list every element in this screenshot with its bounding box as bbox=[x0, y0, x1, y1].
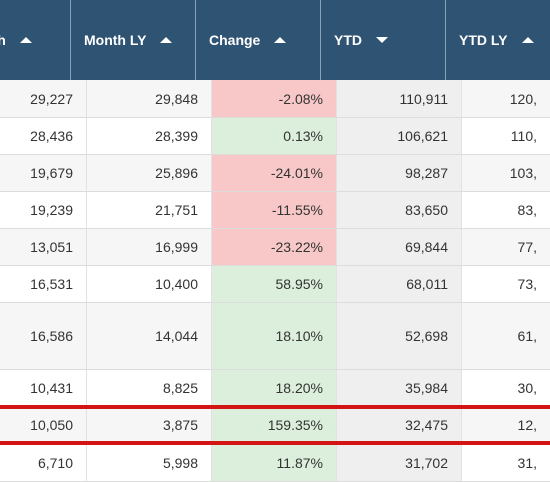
highlight-line-top bbox=[0, 405, 550, 409]
sort-descending-icon bbox=[376, 37, 388, 43]
cell-ytd: 69,844 bbox=[337, 229, 462, 265]
column-header-month-ly[interactable]: Month LY bbox=[71, 0, 196, 80]
table-row[interactable]: 13,051 16,999 -23.22% 69,844 77, bbox=[0, 229, 550, 266]
table-row[interactable]: 28,436 28,399 0.13% 106,621 110, bbox=[0, 118, 550, 155]
cell-ytd: 31,702 bbox=[337, 444, 462, 481]
cell-month: 10,050 bbox=[0, 407, 87, 443]
cell-ytd-ly: 61, bbox=[462, 303, 550, 369]
cell-month: 29,227 bbox=[0, 80, 87, 117]
cell-month-ly: 3,875 bbox=[87, 407, 212, 443]
column-header-label: Change bbox=[209, 32, 261, 48]
table-header-row: nth Month LY Change YTD YTD LY bbox=[0, 0, 550, 80]
cell-ytd: 52,698 bbox=[337, 303, 462, 369]
cell-month-ly: 28,399 bbox=[87, 118, 212, 154]
sort-ascending-icon bbox=[19, 37, 32, 43]
table-row[interactable]: 19,679 25,896 -24.01% 98,287 103, bbox=[0, 155, 550, 192]
cell-ytd: 32,475 bbox=[337, 407, 462, 443]
cell-ytd-ly: 30, bbox=[462, 370, 550, 406]
cell-month: 16,531 bbox=[0, 266, 87, 302]
cell-ytd: 83,650 bbox=[337, 192, 462, 228]
cell-month-ly: 21,751 bbox=[87, 192, 212, 228]
cell-month-ly: 5,998 bbox=[87, 444, 212, 481]
cell-ytd-ly: 103, bbox=[462, 155, 550, 191]
table-row[interactable]: 19,239 21,751 -11.55% 83,650 83, bbox=[0, 192, 550, 229]
column-header-month[interactable]: nth bbox=[0, 0, 71, 80]
cell-month-ly: 10,400 bbox=[87, 266, 212, 302]
cell-ytd: 106,621 bbox=[337, 118, 462, 154]
table-row[interactable]: 29,227 29,848 -2.08% 110,911 120, bbox=[0, 80, 550, 118]
column-header-label: nth bbox=[0, 32, 6, 48]
cell-ytd-ly: 110, bbox=[462, 118, 550, 154]
highlight-line-bottom bbox=[0, 441, 550, 445]
table-row[interactable]: 6,710 5,998 11.87% 31,702 31, bbox=[0, 444, 550, 482]
cell-ytd: 98,287 bbox=[337, 155, 462, 191]
column-header-change[interactable]: Change bbox=[196, 0, 321, 80]
cell-month-ly: 25,896 bbox=[87, 155, 212, 191]
cell-change: -2.08% bbox=[212, 80, 337, 117]
cell-month: 13,051 bbox=[0, 229, 87, 265]
cell-change: 18.10% bbox=[212, 303, 337, 369]
column-header-ytd-ly[interactable]: YTD LY bbox=[446, 0, 550, 80]
cell-ytd: 35,984 bbox=[337, 370, 462, 406]
cell-ytd-ly: 73, bbox=[462, 266, 550, 302]
cell-month-ly: 8,825 bbox=[87, 370, 212, 406]
sort-ascending-icon bbox=[521, 37, 534, 43]
cell-change: 0.13% bbox=[212, 118, 337, 154]
cell-change: 11.87% bbox=[212, 444, 337, 481]
cell-month: 16,586 bbox=[0, 303, 87, 369]
cell-month-ly: 14,044 bbox=[87, 303, 212, 369]
cell-month: 10,431 bbox=[0, 370, 87, 406]
table-row[interactable]: 16,586 14,044 18.10% 52,698 61, bbox=[0, 303, 550, 370]
cell-ytd-ly: 83, bbox=[462, 192, 550, 228]
table-row[interactable]: 16,531 10,400 58.95% 68,011 73, bbox=[0, 266, 550, 303]
sort-ascending-icon bbox=[160, 37, 173, 43]
cell-change: -23.22% bbox=[212, 229, 337, 265]
cell-month: 6,710 bbox=[0, 444, 87, 481]
column-header-label: Month LY bbox=[84, 32, 147, 48]
cell-change: 18.20% bbox=[212, 370, 337, 406]
cell-month: 19,239 bbox=[0, 192, 87, 228]
table-row-highlighted[interactable]: 10,050 3,875 159.35% 32,475 12, bbox=[0, 407, 550, 444]
cell-ytd: 110,911 bbox=[337, 80, 462, 117]
table-row[interactable]: 10,431 8,825 18.20% 35,984 30, bbox=[0, 370, 550, 407]
cell-change: 159.35% bbox=[212, 407, 337, 443]
cell-month: 19,679 bbox=[0, 155, 87, 191]
cell-ytd-ly: 77, bbox=[462, 229, 550, 265]
cell-month-ly: 29,848 bbox=[87, 80, 212, 117]
cell-change: 58.95% bbox=[212, 266, 337, 302]
column-header-label: YTD LY bbox=[459, 32, 508, 48]
cell-change: -24.01% bbox=[212, 155, 337, 191]
cell-change: -11.55% bbox=[212, 192, 337, 228]
column-header-label: YTD bbox=[334, 32, 362, 48]
cell-ytd: 68,011 bbox=[337, 266, 462, 302]
cell-ytd-ly: 120, bbox=[462, 80, 550, 117]
cell-month: 28,436 bbox=[0, 118, 87, 154]
cell-month-ly: 16,999 bbox=[87, 229, 212, 265]
cell-ytd-ly: 12, bbox=[462, 407, 550, 443]
cell-ytd-ly: 31, bbox=[462, 444, 550, 481]
column-header-ytd[interactable]: YTD bbox=[321, 0, 446, 80]
sort-ascending-icon bbox=[274, 37, 287, 43]
